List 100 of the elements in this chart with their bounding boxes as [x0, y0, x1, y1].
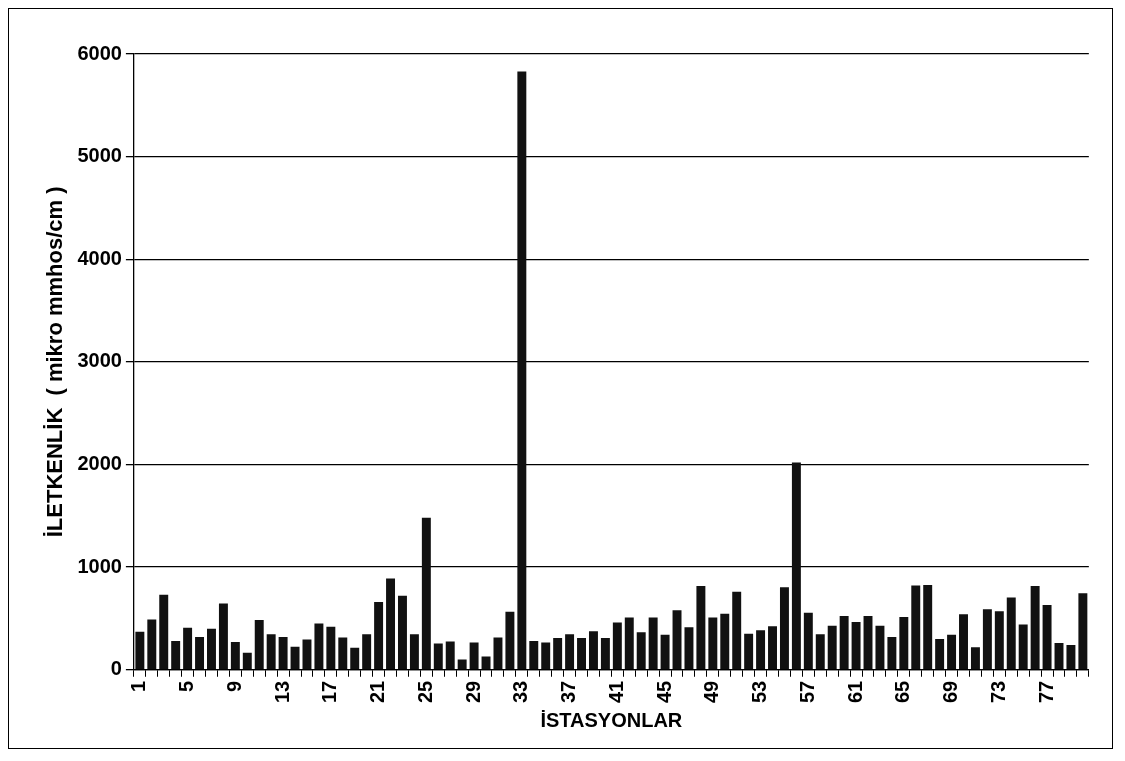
y-tick-label: 6000	[77, 41, 122, 64]
x-axis-title: İSTASYONLAR	[540, 708, 683, 731]
bar	[648, 617, 658, 670]
bar	[207, 628, 216, 670]
x-tick-label: 45	[652, 680, 675, 703]
bar	[803, 612, 813, 670]
x-tick-label: 17	[318, 680, 341, 703]
x-tick-label: 65	[891, 680, 914, 703]
bar	[708, 617, 718, 670]
bar	[612, 622, 622, 670]
bar	[1018, 624, 1028, 670]
bar	[445, 641, 455, 670]
y-tick-label: 5000	[77, 144, 122, 167]
y-tick-label: 3000	[77, 349, 122, 372]
x-tick-label: 33	[509, 680, 532, 703]
bar	[935, 638, 945, 670]
bar	[696, 586, 706, 670]
bar	[887, 636, 897, 670]
bar	[398, 595, 407, 670]
bar	[362, 634, 372, 670]
bar	[242, 652, 252, 670]
bar	[314, 623, 324, 670]
x-tick-label: 69	[939, 680, 962, 703]
bar	[744, 633, 754, 670]
bar	[959, 614, 968, 670]
bar	[135, 631, 145, 670]
bar	[577, 637, 586, 670]
bar	[779, 587, 789, 670]
bar	[1006, 597, 1016, 670]
bar	[588, 631, 598, 670]
bar	[875, 625, 885, 670]
bar	[947, 634, 957, 670]
bar	[684, 627, 694, 670]
bar	[171, 641, 181, 670]
bar	[302, 639, 312, 670]
bar	[768, 626, 777, 670]
bar	[1042, 605, 1052, 670]
bar	[1078, 593, 1088, 670]
bar	[624, 617, 634, 670]
bar	[553, 637, 563, 670]
bar	[493, 637, 503, 670]
bar	[469, 642, 479, 670]
bar	[1066, 645, 1076, 670]
x-tick-label: 5	[175, 680, 198, 692]
bar	[636, 632, 646, 670]
bar	[266, 634, 276, 670]
bar	[899, 616, 909, 670]
bar	[230, 642, 240, 670]
bar	[409, 634, 419, 670]
bar	[839, 615, 849, 670]
x-tick-label: 53	[748, 680, 771, 703]
bar	[565, 634, 575, 670]
bar	[183, 627, 193, 670]
bar	[541, 642, 551, 670]
x-tick-label: 73	[986, 680, 1009, 703]
x-tick-label: 61	[843, 680, 866, 703]
x-tick-label: 9	[222, 680, 245, 692]
bar	[326, 626, 336, 670]
bar	[791, 462, 801, 670]
y-axis-title: İLETKENLİK ( mikro mmhos/cm )	[42, 186, 68, 538]
x-tick-label: 57	[795, 680, 818, 703]
bar	[457, 659, 467, 670]
x-tick-label: 13	[270, 680, 293, 703]
bar	[970, 647, 980, 670]
x-tick-label: 49	[700, 680, 723, 703]
bar	[517, 71, 527, 670]
bar	[1030, 586, 1040, 670]
bar	[732, 591, 742, 670]
bar	[254, 619, 264, 670]
x-tick-label: 21	[366, 680, 389, 703]
bar	[529, 641, 539, 670]
bar	[159, 594, 169, 670]
bar	[338, 637, 348, 670]
bar	[374, 602, 384, 670]
bar	[421, 517, 431, 670]
bar	[147, 619, 157, 670]
y-tick-label: 1000	[77, 554, 122, 577]
x-tick-label: 29	[461, 680, 484, 703]
bar	[815, 634, 825, 670]
bar	[195, 636, 205, 670]
bar	[218, 603, 228, 670]
bar	[278, 636, 288, 670]
bar	[911, 585, 921, 670]
x-tick-label: 77	[1034, 680, 1057, 703]
bar	[481, 656, 491, 670]
bar	[290, 646, 300, 670]
bar	[851, 622, 861, 670]
bar	[672, 610, 682, 670]
bar	[600, 637, 610, 670]
x-tick-label: 1	[127, 680, 150, 692]
bar	[982, 609, 992, 670]
y-tick-label: 2000	[77, 452, 122, 475]
bar	[923, 585, 933, 670]
bar	[433, 643, 443, 670]
bar	[386, 578, 396, 670]
x-tick-label: 41	[604, 680, 627, 703]
bar	[720, 613, 730, 670]
bar	[350, 647, 360, 670]
bar	[505, 611, 515, 670]
y-tick-label: 4000	[77, 246, 122, 269]
